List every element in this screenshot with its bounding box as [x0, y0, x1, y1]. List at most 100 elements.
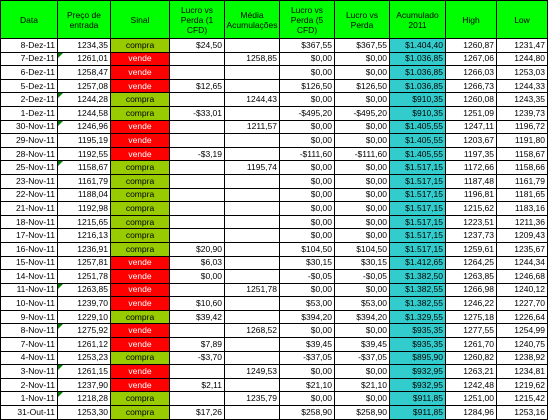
cell-sinal[interactable]: compra: [110, 160, 170, 175]
cell-acumulado[interactable]: $935,35: [389, 323, 446, 339]
cell-sinal[interactable]: compra: [110, 214, 170, 230]
cell-acumulado[interactable]: $910,35: [389, 105, 446, 121]
cell-lucro-1-cfd[interactable]: $39,42: [169, 309, 225, 325]
cell-lucro[interactable]: $394,20: [334, 309, 390, 325]
cell-lucro-5-cfd[interactable]: $39,45: [279, 337, 335, 352]
cell-sinal[interactable]: vende: [110, 146, 170, 162]
cell-media[interactable]: [224, 105, 280, 121]
cell-high[interactable]: 1247,11: [445, 119, 497, 135]
cell-data[interactable]: 28-Nov-11: [0, 146, 58, 162]
cell-lucro-1-cfd[interactable]: $7,89: [169, 337, 225, 352]
cell-media[interactable]: [224, 146, 280, 162]
cell-acumulado[interactable]: $911,85: [389, 405, 446, 420]
cell-lucro[interactable]: $0,00: [334, 51, 390, 67]
cell-acumulado[interactable]: $1.517,15: [389, 241, 446, 257]
cell-high[interactable]: 1251,00: [445, 391, 497, 407]
cell-lucro[interactable]: $0,00: [334, 119, 390, 135]
cell-low[interactable]: 1235,67: [496, 241, 548, 257]
cell-sinal[interactable]: vende: [110, 323, 170, 339]
cell-acumulado[interactable]: $1.517,15: [389, 214, 446, 230]
cell-data[interactable]: 2-Nov-11: [0, 377, 58, 393]
cell-low[interactable]: 1196,72: [496, 119, 548, 135]
cell-lucro-5-cfd[interactable]: $0,00: [279, 201, 335, 216]
cell-acumulado[interactable]: $1.405,55: [389, 133, 446, 148]
cell-media[interactable]: [224, 377, 280, 393]
cell-preco[interactable]: 1251,78: [57, 269, 111, 284]
cell-data[interactable]: 2-Dez-11: [0, 92, 58, 107]
cell-lucro[interactable]: $104,50: [334, 241, 390, 257]
cell-data[interactable]: 11-Nov-11: [0, 282, 58, 298]
cell-lucro-5-cfd[interactable]: $30,15: [279, 255, 335, 271]
cell-media[interactable]: [224, 65, 280, 80]
cell-media[interactable]: [224, 269, 280, 284]
cell-media[interactable]: 1268,52: [224, 323, 280, 339]
cell-high[interactable]: 1266,73: [445, 78, 497, 94]
cell-media[interactable]: [224, 228, 280, 243]
cell-lucro-5-cfd[interactable]: $53,00: [279, 296, 335, 311]
cell-media[interactable]: [224, 38, 280, 53]
cell-high[interactable]: 1264,25: [445, 255, 497, 271]
cell-high[interactable]: 1259,61: [445, 241, 497, 257]
cell-high[interactable]: 1284,96: [445, 405, 497, 420]
cell-preco[interactable]: 1236,91: [57, 241, 111, 257]
cell-data[interactable]: 5-Dez-11: [0, 78, 58, 94]
cell-acumulado[interactable]: $935,35: [389, 337, 446, 352]
cell-acumulado[interactable]: $1.412,65: [389, 255, 446, 271]
cell-lucro-1-cfd[interactable]: [169, 391, 225, 407]
cell-sinal[interactable]: vende: [110, 133, 170, 148]
cell-lucro[interactable]: $0,00: [334, 364, 390, 379]
cell-data[interactable]: 25-Nov-11: [0, 160, 58, 175]
cell-lucro-5-cfd[interactable]: -$0,05: [279, 269, 335, 284]
cell-acumulado[interactable]: $1.036,85: [389, 51, 446, 67]
cell-lucro-1-cfd[interactable]: -$3,70: [169, 350, 225, 366]
cell-preco[interactable]: 1257,81: [57, 255, 111, 271]
cell-data[interactable]: 7-Nov-11: [0, 337, 58, 352]
cell-high[interactable]: 1242,48: [445, 377, 497, 393]
cell-high[interactable]: 1260,82: [445, 350, 497, 366]
cell-acumulado[interactable]: $1.405,55: [389, 119, 446, 135]
cell-lucro-1-cfd[interactable]: -$33,01: [169, 105, 225, 121]
cell-media[interactable]: [224, 133, 280, 148]
cell-data[interactable]: 1-Nov-11: [0, 391, 58, 407]
cell-low[interactable]: 1158,66: [496, 160, 548, 175]
cell-data[interactable]: 21-Nov-11: [0, 201, 58, 216]
cell-lucro[interactable]: $0,00: [334, 282, 390, 298]
cell-high[interactable]: 1266,98: [445, 282, 497, 298]
cell-sinal[interactable]: vende: [110, 65, 170, 80]
cell-high[interactable]: 1246,22: [445, 296, 497, 311]
cell-preco[interactable]: 1215,65: [57, 214, 111, 230]
cell-media[interactable]: [224, 201, 280, 216]
cell-lucro-5-cfd[interactable]: $0,00: [279, 173, 335, 189]
cell-lucro[interactable]: $0,00: [334, 173, 390, 189]
cell-low[interactable]: 1215,42: [496, 391, 548, 407]
cell-lucro[interactable]: -$37,05: [334, 350, 390, 366]
cell-low[interactable]: 1191,80: [496, 133, 548, 148]
cell-preco[interactable]: 1229,10: [57, 309, 111, 325]
cell-media[interactable]: [224, 187, 280, 203]
header-lucro-5-cfd[interactable]: Lucro vs Perda (5 CFD): [279, 0, 335, 39]
cell-data[interactable]: 15-Nov-11: [0, 255, 58, 271]
cell-lucro[interactable]: $0,00: [334, 323, 390, 339]
cell-lucro-5-cfd[interactable]: -$495,20: [279, 105, 335, 121]
cell-low[interactable]: 1227,70: [496, 296, 548, 311]
cell-lucro-5-cfd[interactable]: $0,00: [279, 65, 335, 80]
cell-data[interactable]: 1-Dez-11: [0, 105, 58, 121]
cell-media[interactable]: 1195,74: [224, 160, 280, 175]
cell-preco[interactable]: 1258,47: [57, 65, 111, 80]
cell-low[interactable]: 1234,81: [496, 364, 548, 379]
cell-high[interactable]: 1263,21: [445, 364, 497, 379]
header-high[interactable]: High: [445, 0, 497, 39]
cell-data[interactable]: 3-Nov-11: [0, 364, 58, 379]
cell-preco[interactable]: 1239,70: [57, 296, 111, 311]
cell-high[interactable]: 1223,51: [445, 214, 497, 230]
cell-preco[interactable]: 1261,12: [57, 337, 111, 352]
cell-lucro-1-cfd[interactable]: $6,03: [169, 255, 225, 271]
cell-acumulado[interactable]: $895,90: [389, 350, 446, 366]
cell-data[interactable]: 7-Dez-11: [0, 51, 58, 67]
cell-preco[interactable]: 1261,01: [57, 51, 111, 67]
cell-high[interactable]: 1275,18: [445, 309, 497, 325]
cell-lucro[interactable]: $0,00: [334, 187, 390, 203]
cell-lucro-5-cfd[interactable]: $0,00: [279, 187, 335, 203]
cell-high[interactable]: 1277,55: [445, 323, 497, 339]
cell-acumulado[interactable]: $1.329,55: [389, 309, 446, 325]
